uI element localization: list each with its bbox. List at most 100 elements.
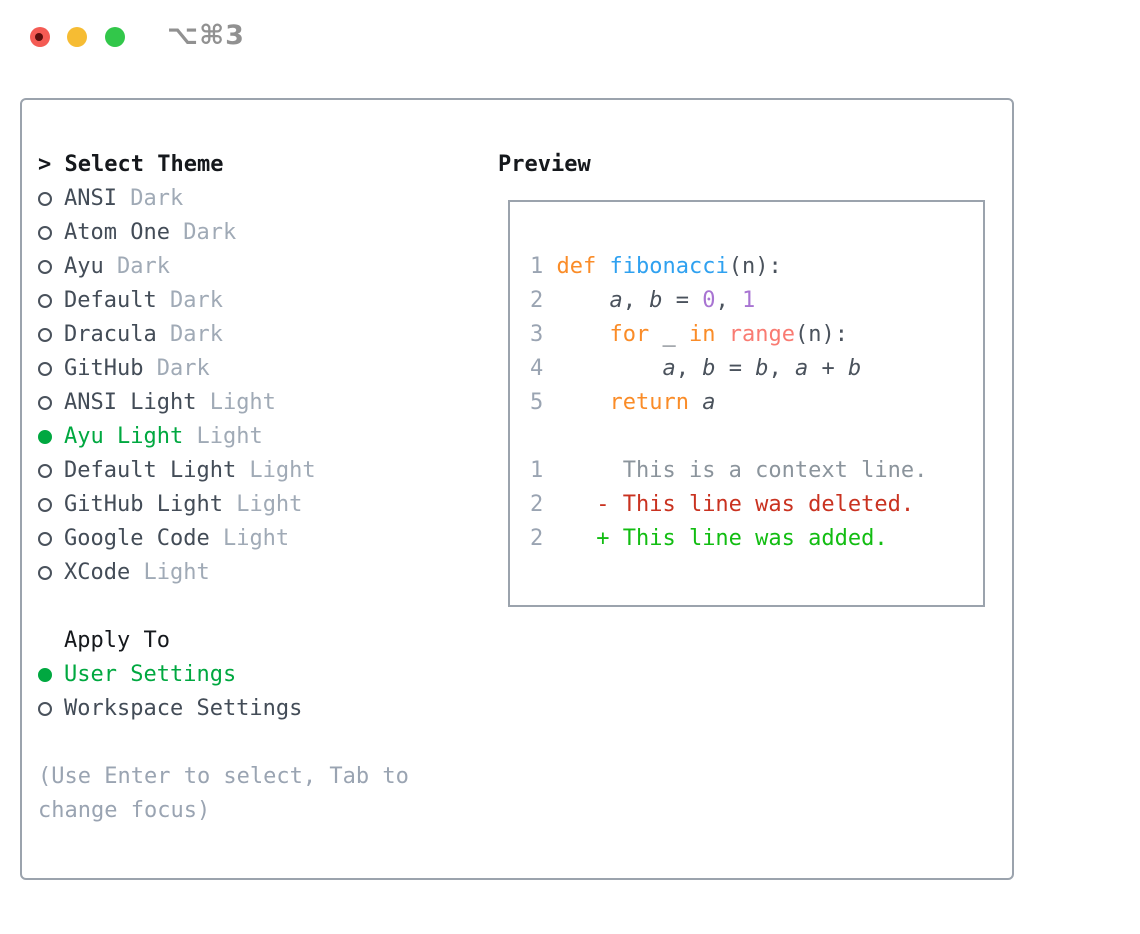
select-theme-title-label: Select Theme (64, 152, 224, 177)
close-traffic-light-button[interactable] (30, 27, 50, 47)
theme-variant-label: Light (196, 390, 276, 415)
code-line: 1 This is a context line. (530, 454, 967, 488)
apply-to-option[interactable]: Workspace Settings (38, 692, 478, 726)
code-segment: , (675, 356, 703, 381)
preview-title: Preview (498, 152, 591, 177)
theme-name: ANSI (64, 186, 117, 211)
code-line: 3 for _ in range(n): (530, 318, 967, 352)
theme-option[interactable]: Ayu Light Light (38, 420, 478, 454)
theme-option[interactable]: ANSI Light Light (38, 386, 478, 420)
theme-variant-label: Dark (156, 288, 223, 313)
radio-unselected-icon (38, 522, 64, 556)
code-segment: = (715, 356, 756, 381)
radio-unselected-icon (38, 454, 64, 488)
code-line: 4 a, b = b, a + b (530, 352, 967, 386)
radio-unselected-icon (38, 182, 64, 216)
code-segment: (n): (728, 254, 782, 279)
theme-option[interactable]: GitHub Light Light (38, 488, 478, 522)
code-line: 2 a, b = 0, 1 (530, 284, 967, 318)
theme-variant-label: Dark (169, 220, 237, 245)
theme-name: GitHub Light (64, 492, 223, 517)
theme-variant-label: Light (130, 560, 210, 585)
apply-to-header: Apply To (38, 624, 478, 658)
code-segment: , (768, 356, 795, 381)
code-segment (689, 390, 702, 415)
keyboard-hint-text: (Use Enter to select, Tab to change focu… (38, 764, 409, 823)
theme-variant-label: Light (183, 424, 263, 449)
theme-variant-label: Dark (103, 254, 170, 279)
spacer (38, 726, 478, 760)
code-segment: This is a context line. (543, 458, 928, 483)
code-segment: fibonacci (609, 254, 729, 279)
code-segment: - This line was deleted. (543, 492, 915, 517)
line-number: 3 (530, 322, 544, 347)
line-number: 2 (530, 526, 544, 551)
theme-name: Default (64, 288, 157, 313)
code-segment: 1 (741, 288, 756, 313)
radio-unselected-icon (38, 692, 64, 726)
preview-header: Preview (498, 148, 998, 182)
theme-variant-label: Light (236, 458, 316, 483)
theme-option[interactable]: Ayu Dark (38, 250, 478, 284)
theme-option[interactable]: Atom One Dark (38, 216, 478, 250)
line-number: 5 (530, 390, 544, 415)
theme-option[interactable]: ANSI Dark (38, 182, 478, 216)
code-segment: a (702, 390, 716, 415)
code-segment: range (728, 322, 795, 347)
apply-to-title: Apply To (64, 628, 170, 653)
radio-unselected-icon (38, 216, 64, 250)
theme-variant-label: Dark (156, 322, 223, 347)
radio-unselected-icon (38, 284, 64, 318)
code-line (530, 420, 967, 454)
radio-selected-icon (38, 658, 64, 692)
code-segment: for (609, 322, 650, 347)
code-segment: b (755, 356, 769, 381)
code-segment: , (715, 288, 742, 313)
code-segment (596, 254, 609, 279)
theme-option[interactable]: XCode Light (38, 556, 478, 590)
radio-unselected-icon (38, 488, 64, 522)
theme-name: Atom One (64, 220, 170, 245)
theme-list: ANSI Dark Atom One Dark Ayu Dark Default Da… (38, 182, 478, 590)
theme-variant-label: Dark (116, 186, 184, 211)
preview-column: Preview 1 def fibonacci(n): 2 a, b = 0, 1… (498, 148, 998, 607)
zoom-traffic-light-button[interactable] (105, 27, 125, 47)
theme-option[interactable]: Google Code Light (38, 522, 478, 556)
theme-name: Default Light (64, 458, 237, 483)
radio-unselected-icon (38, 556, 64, 590)
selection-prompt-icon: > (38, 152, 52, 177)
theme-variant-label: Light (209, 526, 290, 551)
code-segment: return (609, 390, 689, 415)
code-segment: in (688, 322, 716, 347)
theme-option[interactable]: GitHub Dark (38, 352, 478, 386)
theme-selector-panel: > Select Theme ANSI Dark Atom One Dark Ayu… (20, 98, 1014, 880)
code-line: 1 def fibonacci(n): (530, 250, 967, 284)
code-segment: b (702, 356, 716, 381)
line-number: 1 (530, 254, 544, 279)
theme-option[interactable]: Default Light Light (38, 454, 478, 488)
apply-to-label: User Settings (64, 662, 237, 687)
code-segment: + (808, 356, 848, 381)
apply-to-option[interactable]: User Settings (38, 658, 478, 692)
code-segment (543, 322, 609, 347)
theme-option[interactable]: Dracula Dark (38, 318, 478, 352)
radio-unselected-icon (38, 318, 64, 352)
theme-option[interactable]: Default Dark (38, 284, 478, 318)
code-segment: a (794, 356, 809, 381)
code-segment: + This line was added. (543, 526, 888, 551)
theme-name: Ayu Light (64, 424, 184, 449)
radio-unselected-icon (38, 386, 64, 420)
window-title-shortcut: ⌥⌘3 (167, 20, 245, 51)
minimize-traffic-light-button[interactable] (67, 27, 87, 47)
theme-name: ANSI Light (64, 390, 197, 415)
theme-variant-label: Dark (143, 356, 210, 381)
code-segment (715, 322, 728, 347)
line-number: 4 (530, 356, 544, 381)
apply-to-label: Workspace Settings (64, 696, 303, 721)
code-segment (543, 390, 609, 415)
code-segment: 0 (702, 288, 716, 313)
theme-name: Dracula (64, 322, 157, 347)
theme-variant-label: Light (222, 492, 303, 517)
